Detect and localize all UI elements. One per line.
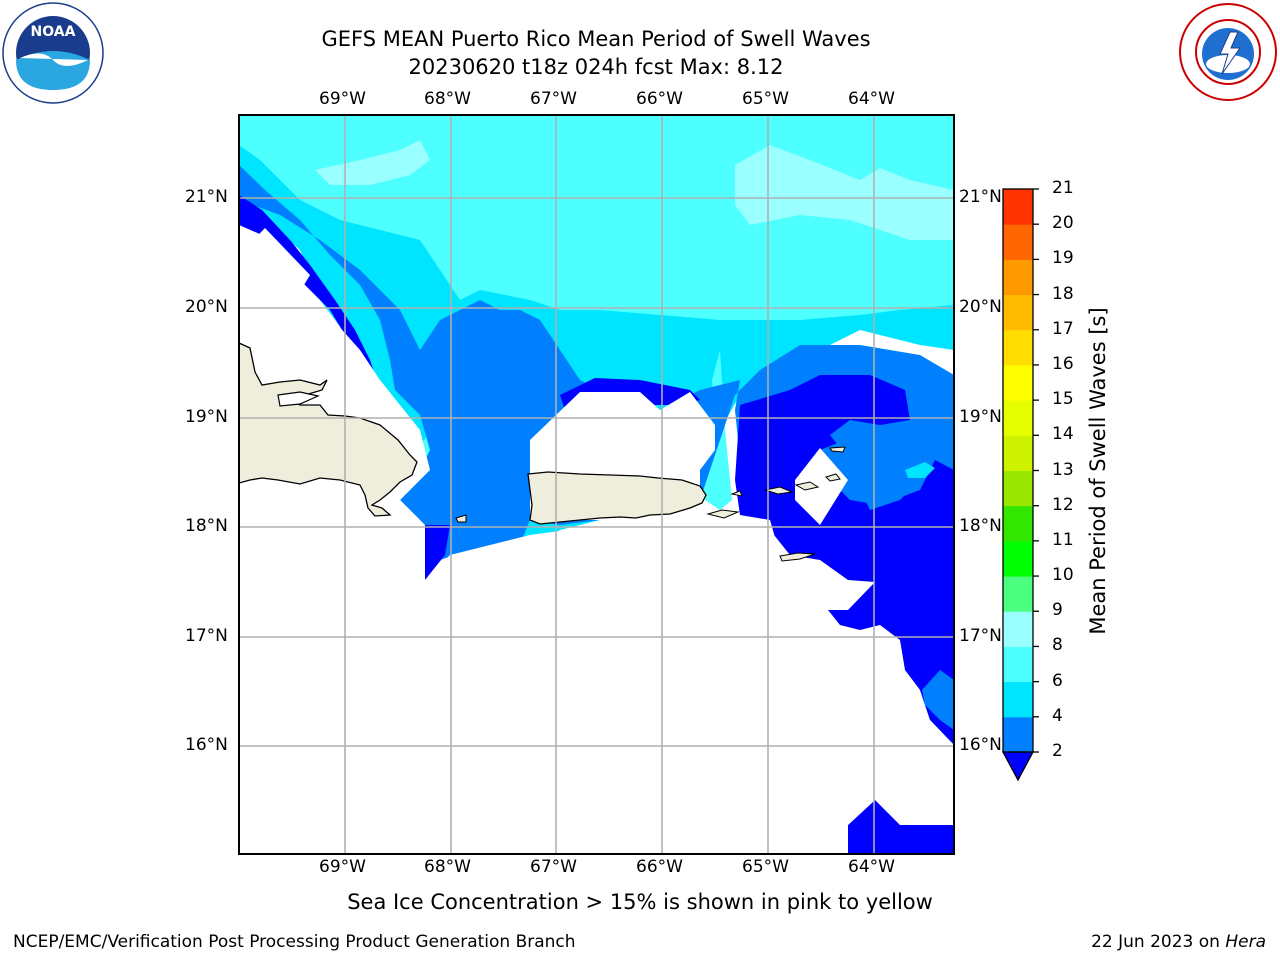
nodata-north-hispaniola: [239, 228, 310, 305]
colorbar-label: Mean Period of Swell Waves [s]: [1086, 307, 1110, 635]
lat-label-left-19n: 19°N: [185, 407, 228, 427]
lat-label-left-17n: 17°N: [185, 626, 228, 646]
lon-label-top-65w: 65°W: [742, 89, 789, 109]
colorbar-tick-label: 6: [1052, 670, 1063, 691]
lat-label-right-18n: 18°N: [959, 516, 1002, 536]
mona-island: [455, 514, 467, 523]
colorbar-tick-label: 4: [1052, 705, 1063, 726]
chart-title-line1: GEFS MEAN Puerto Rico Mean Period of Swe…: [321, 27, 871, 51]
colorbar-tick-label: 9: [1052, 600, 1063, 621]
nodata-south: [239, 520, 954, 854]
lat-label-left-16n: 16°N: [185, 735, 228, 755]
footer-right: 22 Jun 2023 on Hera: [1091, 932, 1266, 952]
noaa-logo-text: NOAA: [31, 24, 76, 40]
contour-8-10s-west: [315, 140, 430, 185]
lon-label-bottom-67w: 67°W: [530, 857, 577, 877]
st-croix-island: [779, 552, 816, 562]
colorbar-tick-label: 14: [1052, 424, 1074, 445]
lat-label-left-18n: 18°N: [185, 516, 228, 536]
nodata-vi: [795, 448, 848, 525]
colorbar-tick-label: 13: [1052, 459, 1074, 480]
colorbar-tick-label: 8: [1052, 635, 1063, 656]
colorbar-tick-label: 10: [1052, 565, 1074, 586]
contour-4-6s-inner-east: [905, 462, 935, 478]
lat-label-left-20n: 20°N: [185, 297, 228, 317]
virgin-islands: [730, 446, 846, 497]
contour-2-4s-inner-east: [820, 440, 930, 505]
vieques-island: [706, 509, 740, 519]
footer-left: NCEP/EMC/Verification Post Processing Pr…: [13, 932, 576, 952]
lat-label-right-17n: 17°N: [959, 626, 1002, 646]
contour-8-10s-east: [735, 145, 954, 240]
colorbar-tick-label: 16: [1052, 353, 1074, 374]
tortuga-island: [277, 391, 320, 407]
colorbar-tick-label: 2: [1052, 741, 1063, 761]
map-frame: [238, 114, 955, 855]
hispaniola-land: [239, 342, 418, 517]
lon-label-bottom-69w: 69°W: [319, 857, 366, 877]
colorbar-tick-label: 17: [1052, 318, 1074, 339]
noaa-logo: NOAA: [2, 2, 104, 104]
colorbar-tick-label: 21: [1052, 178, 1074, 198]
lat-label-right-19n: 19°N: [959, 407, 1002, 427]
graticule: [239, 115, 954, 854]
footer-host: Hera: [1225, 932, 1266, 952]
lon-label-top-68w: 68°W: [424, 89, 471, 109]
lon-label-top-66w: 66°W: [636, 89, 683, 109]
colorbar-tick-label: 11: [1052, 529, 1074, 550]
colorbar-tick-label: 20: [1052, 213, 1074, 234]
colorbar-tick-label: 15: [1052, 389, 1074, 410]
contour-lt2s-southwest: [425, 525, 450, 580]
colorbar-tick-label: 12: [1052, 494, 1074, 515]
lat-label-right-20n: 20°N: [959, 297, 1002, 317]
lat-label-right-21n: 21°N: [959, 187, 1002, 207]
lon-label-bottom-68w: 68°W: [424, 857, 471, 877]
lat-label-right-16n: 16°N: [959, 735, 1002, 755]
lon-label-bottom-66w: 66°W: [636, 857, 683, 877]
lon-label-top-69w: 69°W: [319, 89, 366, 109]
chart-title-line2: 20230620 t18z 024h fcst Max: 8.12: [408, 55, 784, 79]
sea-ice-note: Sea Ice Concentration > 15% is shown in …: [347, 890, 933, 914]
nws-logo: [1178, 2, 1278, 102]
colorbar-tick-label: 18: [1052, 283, 1074, 304]
footer-date: 22 Jun 2023 on: [1091, 932, 1226, 952]
lon-label-top-67w: 67°W: [530, 89, 577, 109]
lon-label-bottom-64w: 64°W: [848, 857, 895, 877]
contour-2-4s-south-east: [922, 670, 954, 730]
lon-label-top-64w: 64°W: [848, 89, 895, 109]
contour-lt2s-east: [735, 375, 954, 745]
lon-label-bottom-65w: 65°W: [742, 857, 789, 877]
lat-label-left-21n: 21°N: [185, 187, 228, 207]
colorbar-tick-label: 19: [1052, 248, 1074, 269]
